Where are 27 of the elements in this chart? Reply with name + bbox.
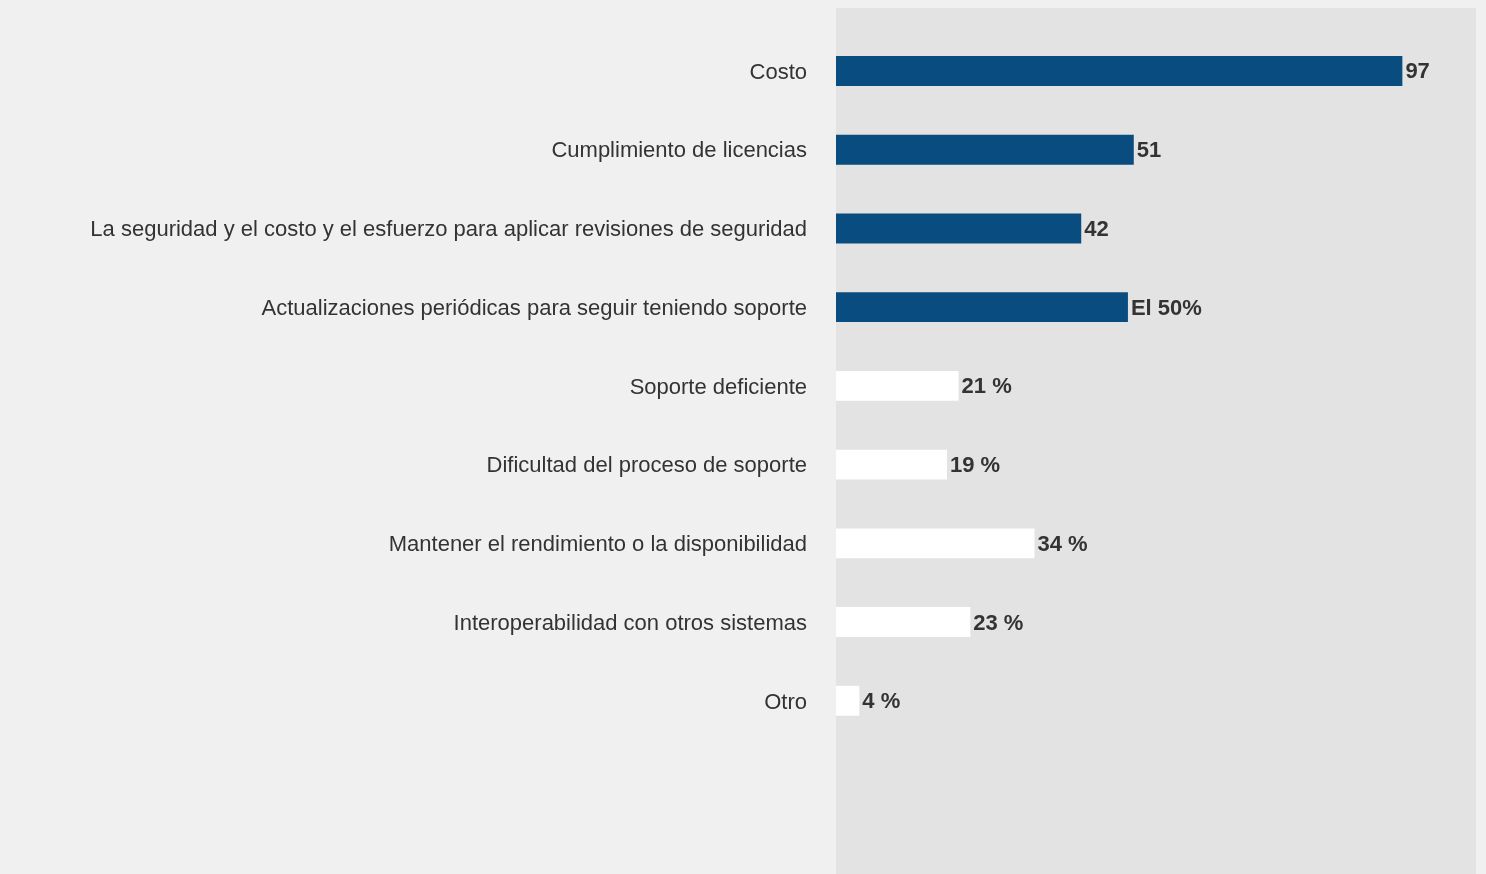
y-tick-label: Interoperabilidad con otros sistemas — [453, 609, 807, 635]
data-label: 97 — [1405, 58, 1430, 84]
y-tick-label: Cumplimiento de licencias — [551, 137, 807, 163]
y-tick-label: Actualizaciones periódicas para seguir teniendo soporte — [261, 294, 807, 320]
bar — [836, 134, 1134, 165]
data-label: 51 — [1136, 137, 1162, 163]
data-label: 42 — [1084, 215, 1109, 241]
y-tick-label: Costo — [749, 58, 807, 84]
bar — [836, 528, 1035, 559]
data-label: 21 % — [961, 373, 1012, 399]
data-label: 19 % — [949, 452, 1001, 478]
data-label: 34 % — [1037, 530, 1088, 556]
y-tick-label: Dificultad del proceso de soporte — [486, 452, 807, 478]
bar — [836, 449, 947, 480]
bar — [836, 370, 959, 401]
data-label: 23 % — [973, 609, 1024, 635]
y-tick-label: Soporte deficiente — [629, 373, 807, 399]
y-tick-label: Mantener el rendimiento o la disponibilidad — [388, 531, 807, 557]
bar — [836, 56, 1403, 86]
bar — [836, 292, 1128, 323]
data-label: El 50% — [1130, 294, 1202, 320]
bar — [836, 213, 1082, 244]
y-tick-label: La seguridad y el costo y el esfuerzo para aplicar revisiones de seguridad — [90, 216, 807, 242]
data-label: 4 % — [862, 688, 901, 714]
y-tick-label: Otro — [764, 688, 807, 714]
bar — [836, 685, 860, 716]
bar — [836, 607, 971, 638]
